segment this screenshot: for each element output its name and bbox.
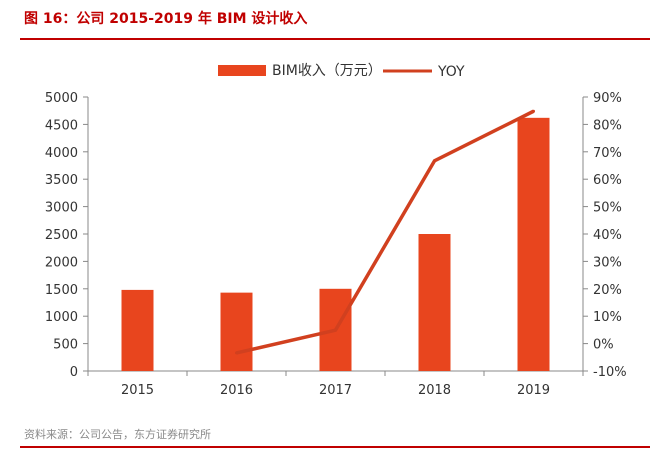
y-right-tick-label: 80% xyxy=(593,118,622,133)
y-left-tick-label: 1500 xyxy=(45,283,78,298)
y-left-tick-label: 4500 xyxy=(45,118,78,133)
x-tick-label: 2016 xyxy=(220,383,253,398)
y-left-tick-label: 3000 xyxy=(45,201,78,216)
y-right-tick-label: 40% xyxy=(593,228,622,243)
y-left-tick-label: 500 xyxy=(53,338,78,353)
y-left-tick-label: 0 xyxy=(70,365,78,380)
bottom-divider xyxy=(20,446,650,448)
yoy-line xyxy=(236,109,535,355)
bar-2016 xyxy=(220,292,253,371)
y-right-tick-label: 60% xyxy=(593,173,622,188)
legend-bar-label: BIM收入（万元） xyxy=(272,63,382,79)
y-left-tick-label: 4000 xyxy=(45,146,78,161)
y-left-tick-label: 2000 xyxy=(45,255,78,270)
y-right-tick-label: -10% xyxy=(593,365,627,380)
yoy-point-2016 xyxy=(235,351,238,355)
y-right-tick-label: 90% xyxy=(593,91,622,106)
legend: BIM收入（万元） YOY xyxy=(218,63,465,80)
source-note: 资料来源：公司公告，东方证券研究所 xyxy=(24,428,211,441)
title-divider xyxy=(20,38,650,40)
y-right-tick-label: 30% xyxy=(593,255,622,270)
yoy-point-2019 xyxy=(532,109,535,113)
x-tick-label: 2019 xyxy=(517,383,550,398)
y-left-tick-label: 2500 xyxy=(45,228,78,243)
bar-2018 xyxy=(418,234,451,371)
yoy-point-2018 xyxy=(433,159,436,163)
legend-bar-swatch xyxy=(218,65,266,76)
x-tick-label: 2015 xyxy=(121,383,154,398)
y-right-tick-label: 10% xyxy=(593,310,622,325)
y-left-tick-label: 1000 xyxy=(45,310,78,325)
x-tick-label: 2017 xyxy=(319,383,352,398)
yoy-point-2017 xyxy=(334,328,337,332)
legend-line-label: YOY xyxy=(437,64,465,80)
chart-title: 图 16：公司 2015-2019 年 BIM 设计收入 xyxy=(24,11,308,27)
bar-2015 xyxy=(121,289,154,371)
x-tick-label: 2018 xyxy=(418,383,451,398)
y-left-tick-label: 5000 xyxy=(45,91,78,106)
bar-2019 xyxy=(517,117,550,371)
y-right-tick-label: 20% xyxy=(593,283,622,298)
y-right-tick-label: 70% xyxy=(593,146,622,161)
y-right-tick-label: 50% xyxy=(593,201,622,216)
y-right-tick-label: 0% xyxy=(593,338,614,353)
y-left-tick-label: 3500 xyxy=(45,173,78,188)
